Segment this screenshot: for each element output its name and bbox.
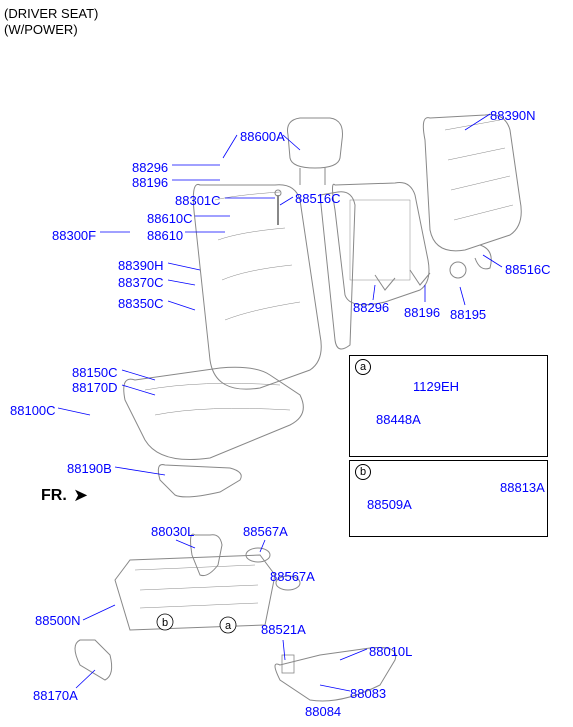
part-label-88516C: 88516C — [505, 262, 551, 277]
part-label-88196: 88196 — [132, 175, 168, 190]
part-label-88150C: 88150C — [72, 365, 118, 380]
part-label-88813A: 88813A — [500, 480, 545, 495]
detail-marker-a: a — [355, 359, 371, 375]
part-label-88600A: 88600A — [240, 129, 285, 144]
part-label-88610: 88610 — [147, 228, 183, 243]
svg-text:b: b — [162, 617, 168, 629]
part-label-88084: 88084 — [305, 704, 341, 719]
part-label-88296: 88296 — [132, 160, 168, 175]
part-label-88170A: 88170A — [33, 688, 78, 703]
part-label-88030L: 88030L — [151, 524, 194, 539]
part-label-88190B: 88190B — [67, 461, 112, 476]
detail-box-a — [349, 355, 548, 457]
part-label-88196: 88196 — [404, 305, 440, 320]
part-label-88296: 88296 — [353, 300, 389, 315]
detail-marker-b: b — [355, 464, 371, 480]
part-label-88100C: 88100C — [10, 403, 56, 418]
part-label-88301C: 88301C — [175, 193, 221, 208]
part-label-88516C: 88516C — [295, 191, 341, 206]
part-label-88567A: 88567A — [270, 569, 315, 584]
part-label-88010L: 88010L — [369, 644, 412, 659]
part-label-88300F: 88300F — [52, 228, 96, 243]
part-label-88170D: 88170D — [72, 380, 118, 395]
part-label-88390N: 88390N — [490, 108, 536, 123]
part-label-88390H: 88390H — [118, 258, 164, 273]
part-label-88500N: 88500N — [35, 613, 81, 628]
part-label-1129EH: 1129EH — [413, 379, 459, 394]
part-label-88370C: 88370C — [118, 275, 164, 290]
part-label-88350C: 88350C — [118, 296, 164, 311]
part-label-88567A: 88567A — [243, 524, 288, 539]
part-label-88083: 88083 — [350, 686, 386, 701]
part-label-88521A: 88521A — [261, 622, 306, 637]
part-label-88448A: 88448A — [376, 412, 421, 427]
part-label-88195: 88195 — [450, 307, 486, 322]
part-label-88509A: 88509A — [367, 497, 412, 512]
svg-text:a: a — [225, 620, 232, 632]
part-label-88610C: 88610C — [147, 211, 193, 226]
